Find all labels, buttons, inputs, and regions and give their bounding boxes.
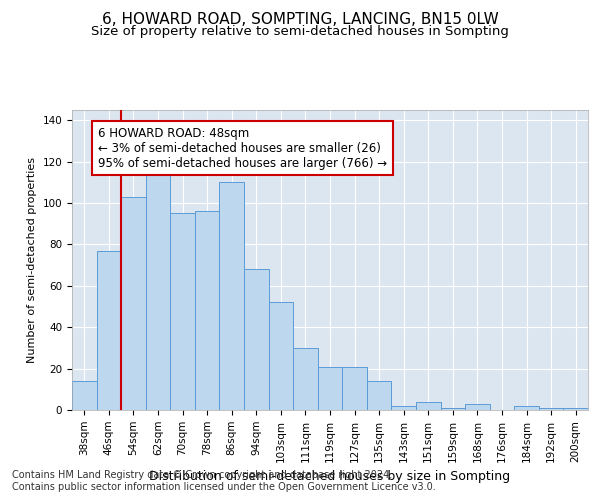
- Bar: [514, 406, 539, 410]
- Bar: [121, 197, 146, 410]
- Y-axis label: Number of semi-detached properties: Number of semi-detached properties: [27, 157, 37, 363]
- Bar: [220, 182, 244, 410]
- X-axis label: Distribution of semi-detached houses by size in Sompting: Distribution of semi-detached houses by …: [149, 470, 511, 483]
- Bar: [563, 408, 588, 410]
- Bar: [244, 270, 269, 410]
- Bar: [391, 406, 416, 410]
- Text: 6, HOWARD ROAD, SOMPTING, LANCING, BN15 0LW: 6, HOWARD ROAD, SOMPTING, LANCING, BN15 …: [101, 12, 499, 28]
- Text: Contains public sector information licensed under the Open Government Licence v3: Contains public sector information licen…: [12, 482, 436, 492]
- Bar: [539, 408, 563, 410]
- Bar: [367, 381, 391, 410]
- Bar: [440, 408, 465, 410]
- Text: Contains HM Land Registry data © Crown copyright and database right 2024.: Contains HM Land Registry data © Crown c…: [12, 470, 392, 480]
- Bar: [146, 174, 170, 410]
- Text: Size of property relative to semi-detached houses in Sompting: Size of property relative to semi-detach…: [91, 25, 509, 38]
- Bar: [72, 381, 97, 410]
- Bar: [195, 212, 220, 410]
- Bar: [269, 302, 293, 410]
- Bar: [97, 250, 121, 410]
- Bar: [293, 348, 318, 410]
- Bar: [465, 404, 490, 410]
- Text: 6 HOWARD ROAD: 48sqm
← 3% of semi-detached houses are smaller (26)
95% of semi-d: 6 HOWARD ROAD: 48sqm ← 3% of semi-detach…: [98, 126, 387, 170]
- Bar: [318, 366, 342, 410]
- Bar: [170, 214, 195, 410]
- Bar: [416, 402, 440, 410]
- Bar: [342, 366, 367, 410]
